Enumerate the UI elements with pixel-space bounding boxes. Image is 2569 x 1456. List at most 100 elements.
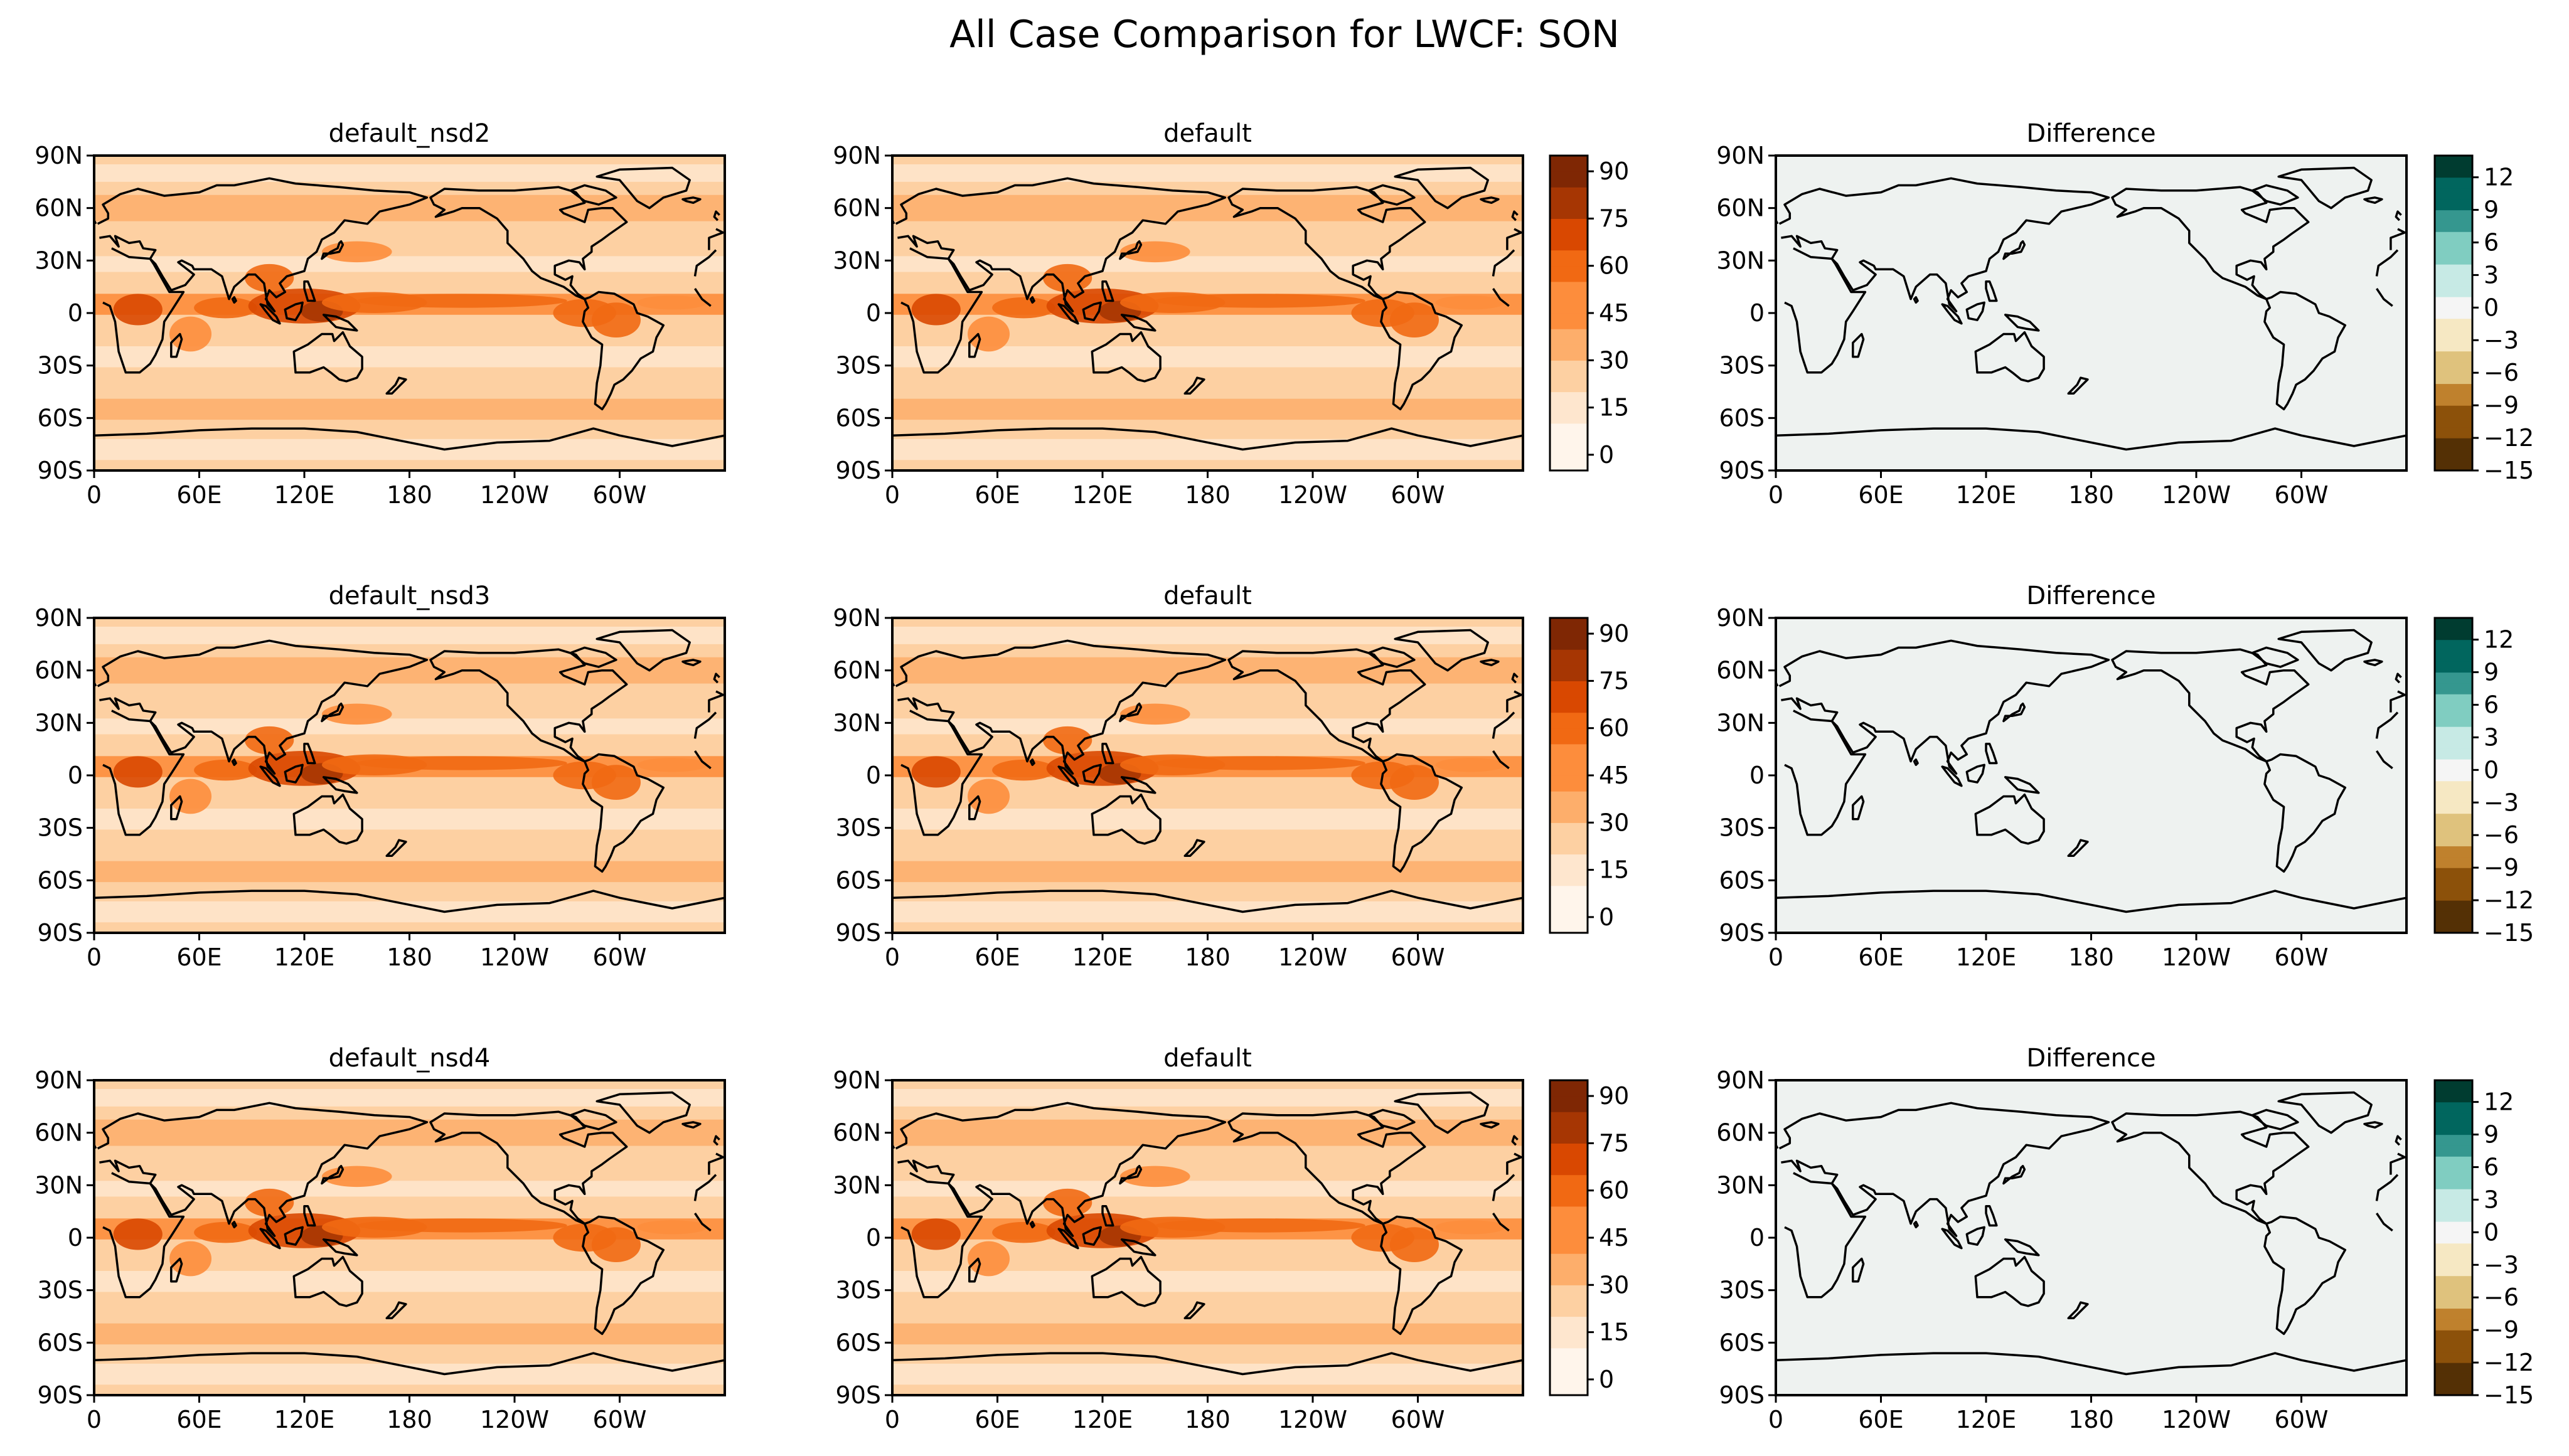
coastline-borneo	[1965, 1226, 1985, 1246]
x-tick-label: 0	[885, 481, 900, 509]
x-tick-label: 60E	[176, 1406, 222, 1433]
difference-colorbar-segment	[2435, 253, 2472, 265]
field-band	[94, 861, 725, 883]
coastline-newzealand	[1183, 376, 1205, 395]
difference-colorbar-label: 3	[2484, 1186, 2499, 1213]
y-tick-label: 30S	[1719, 814, 1765, 842]
coastline-namerica	[1227, 186, 1426, 300]
coastline-newguinea	[322, 776, 358, 794]
field-colorbar-segment	[1550, 1347, 1588, 1364]
coastline-sumatra	[1941, 303, 1963, 325]
coastline-philippines	[1101, 1205, 1114, 1227]
coastline-greenland	[596, 1091, 691, 1134]
field-feature	[194, 759, 257, 781]
field-band	[892, 1088, 1523, 1107]
difference-colorbar-frame	[2433, 154, 2474, 472]
coastline-australia	[292, 793, 363, 845]
difference-colorbar-segment	[2435, 889, 2472, 901]
difference-colorbar-segment	[2435, 1199, 2472, 1211]
difference-colorbar-segment	[2435, 759, 2472, 770]
y-tick-label: 30N	[833, 247, 881, 274]
x-tick-label: 120W	[1278, 1406, 1347, 1433]
difference-colorbar-label: −6	[2484, 359, 2519, 386]
coastline-baffin	[569, 184, 617, 206]
coastline-sumatra	[1941, 1228, 1963, 1250]
x-tick-label: 60E	[975, 943, 1020, 971]
coastline-newzealand	[385, 376, 407, 395]
coastline-sumatra	[259, 1228, 281, 1250]
y-tick-label: 30S	[836, 1277, 881, 1304]
field-colorbar-segment	[1550, 376, 1588, 393]
coastline-borneo	[284, 301, 304, 321]
field-feature	[113, 756, 163, 788]
coastline-borneo	[284, 763, 304, 784]
coastline-newguinea	[1120, 776, 1156, 794]
difference-colorbar-segment	[2435, 1156, 2472, 1168]
field-feature	[911, 294, 961, 326]
x-tick-label: 180	[387, 943, 432, 971]
field-feature	[1389, 765, 1439, 800]
x-tick-label: 120W	[2162, 943, 2231, 971]
reference-panel: default 0 60E 120E 180 120W 60W 90N 60N 30N 0 30S 60…	[833, 582, 1524, 971]
field-colorbar-label: 75	[1599, 205, 1629, 232]
y-tick-label: 60S	[38, 1329, 83, 1356]
coastline-philippines	[1101, 280, 1114, 302]
difference-colorbar-segment	[2435, 1297, 2472, 1309]
coastline-philippines	[303, 743, 316, 765]
coastline-baffin	[2251, 646, 2299, 668]
map-area	[94, 618, 725, 933]
difference-colorbar-label: 6	[2484, 228, 2499, 256]
coastline-samerica	[582, 753, 665, 873]
coastline-namerica	[2111, 1110, 2310, 1225]
field-colorbar-label: 30	[1599, 346, 1629, 374]
field-feature	[591, 765, 641, 800]
coastline-samerica	[2263, 290, 2347, 411]
difference-colorbar-segment	[2435, 770, 2472, 782]
difference-colorbar-segment	[2435, 329, 2472, 341]
coastline-samerica	[582, 1215, 665, 1336]
y-tick-label: 60N	[35, 657, 83, 684]
coastline-srilanka	[1029, 1221, 1035, 1229]
field-band	[892, 398, 1523, 420]
coastline-japan	[1119, 702, 1143, 723]
x-tick-label: 120W	[1278, 481, 1347, 509]
difference-colorbar-segment	[2435, 780, 2472, 792]
coastline-iceland	[2363, 1121, 2383, 1129]
y-tick-label: 0	[68, 762, 83, 789]
coastline-eurasia	[895, 639, 1522, 775]
field-feature	[591, 302, 641, 338]
field-colorbar-segment	[1550, 1112, 1588, 1128]
y-tick-label: 60N	[833, 1119, 881, 1147]
difference-colorbar-segment	[2435, 1384, 2472, 1396]
coastline-srilanka	[1913, 296, 1919, 304]
difference-colorbar-segment	[2435, 188, 2472, 199]
difference-colorbar-segment	[2435, 824, 2472, 836]
field-colorbar-label: 15	[1599, 1319, 1629, 1346]
coastline-samerica	[1380, 753, 1463, 873]
y-tick-label: 60S	[38, 866, 83, 894]
x-tick-label: 0	[87, 1406, 102, 1433]
y-tick-label: 0	[866, 1224, 881, 1251]
y-tick-label: 30N	[1716, 1171, 1765, 1199]
difference-colorbar-segment	[2435, 835, 2472, 847]
field-colorbar-segment	[1550, 1363, 1588, 1380]
coastline-madagascar	[170, 332, 183, 358]
x-tick-label: 120W	[2162, 1406, 2231, 1433]
y-tick-label: 60N	[35, 194, 83, 222]
difference-colorbar-label: −9	[2484, 391, 2519, 419]
y-tick-label: 30S	[38, 1277, 83, 1304]
difference-colorbar-segment	[2435, 1351, 2472, 1363]
y-tick-label: 90N	[833, 604, 881, 632]
x-tick-label: 60W	[1391, 481, 1445, 509]
field-feature	[1119, 1166, 1190, 1188]
difference-colorbar-segment	[2435, 1221, 2472, 1233]
y-tick-label: 30S	[38, 352, 83, 380]
field-band	[94, 1323, 725, 1345]
difference-colorbar-segment	[2435, 383, 2472, 395]
y-tick-label: 60S	[836, 866, 881, 894]
field-colorbar-segment	[1550, 885, 1588, 902]
field-colorbar-segment	[1550, 454, 1588, 471]
difference-colorbar-label: −3	[2484, 1251, 2519, 1278]
field-feature	[169, 778, 212, 814]
x-tick-label: 180	[387, 481, 432, 509]
